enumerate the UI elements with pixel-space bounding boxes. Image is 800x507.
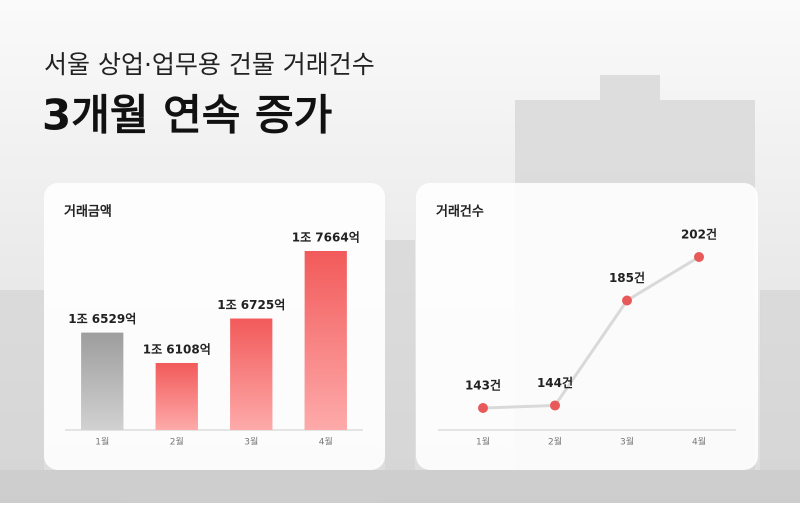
value-label: 144건 xyxy=(537,375,573,390)
x-tick-label: 3월 xyxy=(244,436,258,448)
point xyxy=(550,400,560,411)
bar-shade xyxy=(155,363,198,430)
x-tick-label: 1월 xyxy=(476,436,490,448)
bar-shade xyxy=(230,318,273,430)
point xyxy=(622,295,632,306)
value-label: 1조 6725억 xyxy=(217,298,285,312)
value-label: 1조 6108억 xyxy=(143,343,211,357)
value-label: 202건 xyxy=(681,227,717,242)
x-tick-label: 2월 xyxy=(548,436,562,448)
x-tick-label: 4월 xyxy=(319,436,333,448)
card xyxy=(416,183,758,470)
line xyxy=(482,255,700,410)
value-label: 1조 6529억 xyxy=(68,312,136,326)
card xyxy=(44,183,385,470)
value-label: 143건 xyxy=(465,378,501,393)
bar-shade xyxy=(81,332,124,430)
subtitle: 서울 상업·업무용 건물 거래건수 xyxy=(44,50,375,79)
value-label: 1조 7664억 xyxy=(292,231,360,245)
point xyxy=(694,252,704,262)
chart-title: 거래금액 xyxy=(64,205,112,220)
bar-shade xyxy=(304,251,347,430)
title: 3개월 연속 증가 xyxy=(42,91,332,140)
point xyxy=(478,403,488,413)
x-tick-label: 2월 xyxy=(170,436,184,448)
chart-title: 거래건수 xyxy=(436,204,484,220)
value-label: 185건 xyxy=(609,270,645,285)
x-tick-label: 1월 xyxy=(95,436,109,448)
x-tick-label: 4월 xyxy=(692,436,706,448)
x-tick-label: 3월 xyxy=(620,436,634,448)
